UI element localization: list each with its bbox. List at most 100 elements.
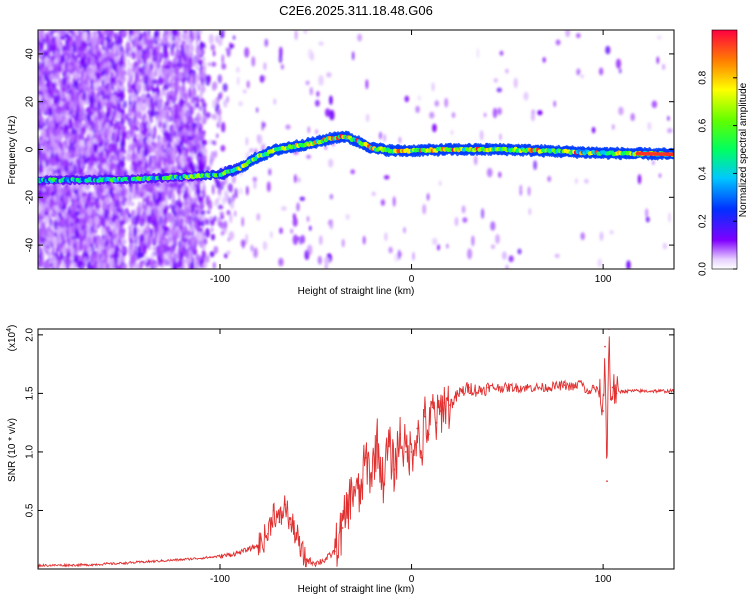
snr-data-point: [364, 456, 367, 459]
spectrogram-ridge: [38, 130, 674, 186]
spectrogram-y-axis-label: Frequency (Hz): [7, 116, 18, 185]
snr-data-point: [334, 550, 336, 553]
spectrogram-x-axis: -100 0 100: [210, 30, 612, 285]
snr-y-tick-label: 1.5: [25, 386, 36, 400]
colorbar-tick-label: 0.2: [698, 214, 709, 228]
snr-data-point: [290, 523, 292, 526]
spectrogram-panel: -40 -20 0 20 40 -100 0 100 Height of straight …: [7, 29, 675, 297]
snr-y-axis: 0.5 1.0 1.5 2.0: [25, 327, 674, 517]
snr-data-point: [506, 386, 509, 389]
snr-y-axis-label: SNR (10 * v/v): [7, 418, 18, 482]
snr-data-point: [410, 451, 413, 453]
snr-x-axis-label: Height of straight line (km): [298, 584, 415, 595]
snr-data-point: [353, 486, 355, 488]
snr-series-line: [38, 336, 674, 568]
spectrogram-x-tick-label: 0: [409, 274, 415, 285]
snr-data-point: [609, 398, 612, 401]
colorbar-tick-label: 0.6: [698, 118, 709, 132]
snr-data-point: [404, 451, 407, 453]
snr-data-point: [621, 390, 624, 392]
snr-data-point: [399, 433, 401, 436]
snr-scale-base: (x10: [7, 331, 18, 351]
snr-x-tick-label: 100: [595, 574, 612, 585]
snr-data-point: [324, 558, 327, 561]
colorbar-tick-label: 0.4: [698, 166, 709, 180]
snr-data-point: [393, 468, 396, 471]
snr-data-point: [424, 415, 426, 418]
snr-data-point: [544, 386, 547, 389]
snr-data-point: [586, 392, 589, 395]
spectrogram-y-tick-label: 20: [25, 96, 36, 108]
snr-data-point: [267, 533, 269, 535]
snr-data-point: [611, 386, 614, 389]
snr-data-point: [142, 561, 145, 563]
snr-data-point: [299, 550, 302, 553]
snr-data-point: [602, 410, 604, 412]
snr-data-point: [606, 480, 608, 483]
spectrogram-y-tick-label: -20: [25, 190, 36, 205]
snr-data-point: [305, 558, 308, 561]
snr-data-point: [468, 386, 470, 389]
snr-data-point: [598, 392, 601, 395]
snr-data-point: [659, 390, 662, 392]
snr-y-tick-label: 1.0: [25, 445, 36, 459]
snr-data-point: [443, 401, 445, 404]
snr-data-point: [477, 390, 480, 392]
snr-data-point: [416, 427, 419, 430]
spectrogram-y-tick-label: 40: [25, 48, 36, 60]
snr-data-point: [278, 521, 281, 524]
snr-y-tick-label: 0.5: [25, 503, 36, 517]
snr-data-point: [376, 439, 378, 442]
snr-data-point: [435, 421, 438, 424]
spectrogram-y-tick-label: 0: [25, 146, 36, 152]
colorbar-label: Normalized spectral amplitude: [738, 82, 749, 217]
spectrogram-x-axis-label: Height of straight line (km): [298, 286, 415, 297]
snr-data-point: [431, 406, 434, 409]
colorbar-ticks: 0.0 0.2 0.4 0.6 0.8: [698, 70, 737, 276]
snr-scale-exponent: 4: [6, 328, 13, 332]
snr-data-point: [487, 386, 490, 389]
figure-title: C2E6.2025.311.18.48.G06: [279, 3, 433, 18]
colorbar-gradient: [712, 30, 737, 269]
spectrogram-x-tick-label: -100: [210, 274, 230, 285]
snr-data-point: [592, 386, 595, 389]
snr-data-point: [341, 527, 344, 529]
snr-data-point: [420, 456, 422, 459]
snr-data-point: [573, 386, 576, 389]
snr-data-point: [370, 474, 373, 477]
snr-data-point: [238, 551, 241, 554]
snr-data-point: [123, 562, 126, 564]
snr-data-point: [439, 410, 442, 412]
snr-data-point: [295, 533, 298, 535]
colorbar-tick-label: 0.8: [698, 70, 709, 84]
snr-data-point: [358, 497, 361, 500]
snr-data-point: [228, 554, 231, 556]
spectrogram-y-tick-label: -40: [25, 237, 36, 252]
colorbar-tick-label: 0.0: [698, 262, 709, 276]
snr-data-point: [563, 384, 566, 387]
snr-data-point: [387, 445, 390, 447]
snr-y-tick-label: 2.0: [25, 327, 36, 341]
snr-data-point: [314, 562, 317, 564]
snr-data-point: [272, 509, 275, 512]
snr-data-point: [347, 503, 350, 506]
snr-panel: 0.5 1.0 1.5 2.0 -100 0 100 Height of straight…: [6, 325, 675, 595]
colorbar: 0.0 0.2 0.4 0.6 0.8 Normalized spectral ampl…: [698, 29, 749, 276]
snr-x-tick-label: 0: [409, 574, 415, 585]
snr-x-tick-label: -100: [210, 574, 230, 585]
snr-data-point: [449, 404, 451, 406]
snr-frame: [37, 328, 675, 570]
snr-data-point: [180, 558, 183, 561]
snr-data-point: [525, 386, 528, 389]
snr-scale-factor: (x104): [6, 325, 18, 352]
snr-data-point: [458, 392, 461, 395]
snr-data-point: [257, 544, 260, 547]
spectrogram-image: [38, 30, 674, 269]
snr-data-point: [85, 564, 87, 566]
snr-data-point: [381, 480, 384, 483]
snr-data-point: [579, 380, 581, 383]
snr-data-point: [427, 433, 430, 436]
colorbar-frame: [711, 29, 738, 270]
snr-data-point: [604, 345, 606, 348]
